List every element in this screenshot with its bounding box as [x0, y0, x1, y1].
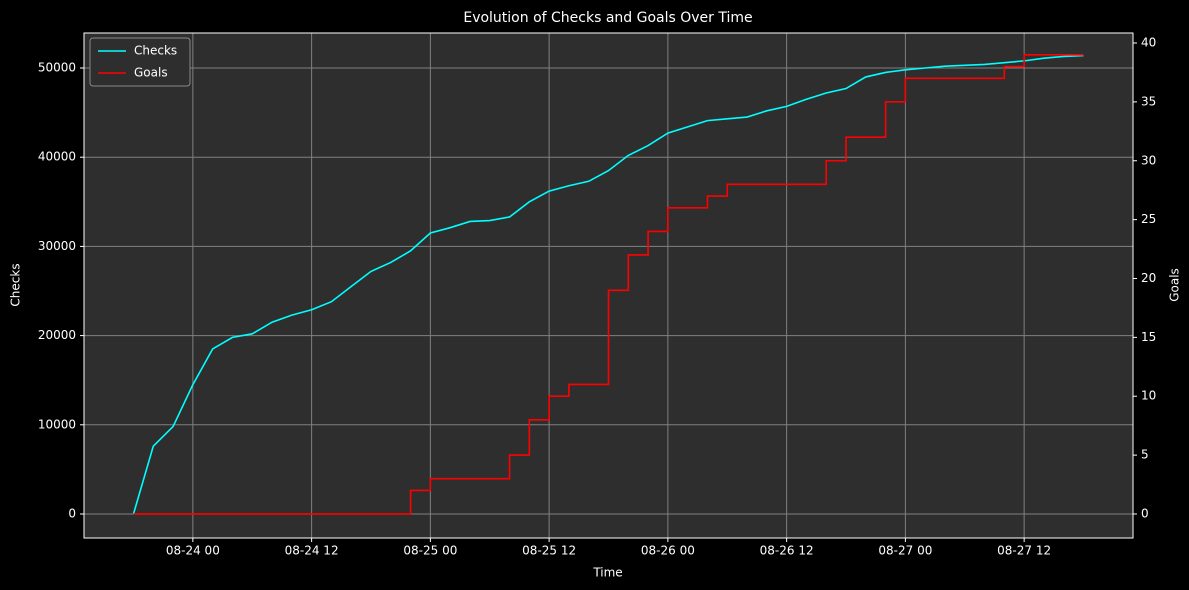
legend-label: Checks [134, 44, 177, 58]
plot-area [84, 33, 1133, 538]
y2-tick-label: 0 [1141, 506, 1149, 520]
x-tick-label: 08-26 12 [760, 544, 814, 558]
y2-axis-label: Goals [1168, 268, 1182, 302]
chart-title: Evolution of Checks and Goals Over Time [463, 10, 752, 26]
y2-tick-label: 15 [1141, 330, 1156, 344]
y-tick-label: 10000 [38, 417, 76, 431]
x-tick-label: 08-24 00 [166, 544, 220, 558]
y-tick-label: 20000 [38, 328, 76, 342]
legend-label: Goals [134, 66, 168, 80]
y2-tick-label: 40 [1141, 36, 1156, 50]
y-axis-label: Checks [9, 263, 23, 306]
y2-tick-label: 5 [1141, 448, 1149, 462]
x-tick-label: 08-27 12 [997, 544, 1051, 558]
legend-box [89, 37, 191, 87]
y2-tick-label: 25 [1141, 212, 1156, 226]
series-line [132, 54, 1084, 515]
y2-tick-label: 10 [1141, 389, 1156, 403]
x-tick-label: 08-24 12 [285, 544, 339, 558]
y-tick-label: 30000 [38, 239, 76, 253]
x-tick-label: 08-26 00 [641, 544, 695, 558]
x-tick-label: 08-25 12 [522, 544, 576, 558]
x-tick-label: 08-27 00 [878, 544, 932, 558]
x-axis-label: Time [592, 566, 622, 580]
y2-tick-label: 35 [1141, 94, 1156, 108]
y2-tick-label: 30 [1141, 153, 1156, 167]
y-tick-label: 0 [68, 507, 76, 521]
series-line [133, 53, 1084, 515]
y-tick-label: 50000 [38, 61, 76, 75]
plot-frame [83, 32, 1134, 539]
y-tick-label: 40000 [38, 150, 76, 164]
x-tick-label: 08-25 00 [403, 544, 457, 558]
y2-tick-label: 20 [1141, 271, 1156, 285]
